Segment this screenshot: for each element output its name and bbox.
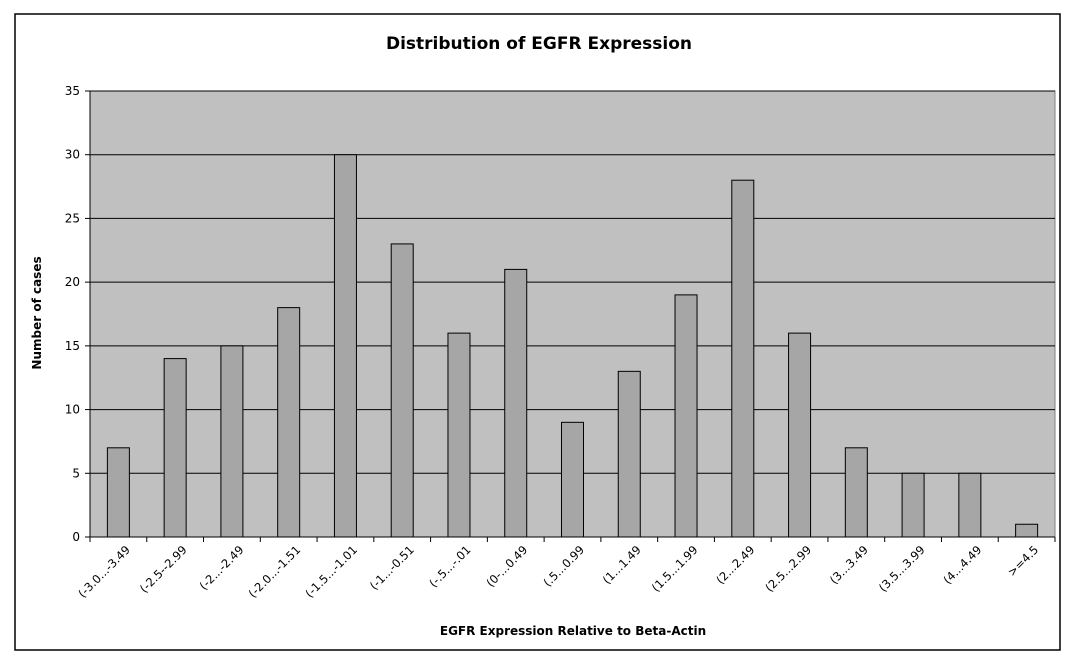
gridlines <box>90 90 1055 474</box>
bar <box>390 243 414 538</box>
y-tick-label: 15 <box>65 339 80 353</box>
bar <box>617 370 641 538</box>
bar <box>844 447 868 538</box>
bars <box>106 154 1039 538</box>
y-tick-label: 5 <box>72 466 80 480</box>
y-axis-title: Number of cases <box>30 256 44 369</box>
y-tick-label: 10 <box>65 403 80 417</box>
bar <box>220 345 244 538</box>
bar <box>788 332 812 538</box>
bar <box>958 472 982 538</box>
bar <box>561 421 584 538</box>
bar <box>447 332 471 538</box>
bar <box>163 358 187 538</box>
bar <box>901 472 925 538</box>
bar <box>106 447 130 538</box>
bar <box>731 179 755 538</box>
bar <box>504 268 528 538</box>
bar <box>674 294 698 538</box>
y-axis-ticks: 0 5 10 15 20 25 30 35 <box>65 84 90 544</box>
y-tick-label: 25 <box>65 211 80 225</box>
y-tick-label: 30 <box>65 148 80 162</box>
bar <box>277 307 301 538</box>
bar <box>1015 523 1039 538</box>
y-tick-label: 20 <box>65 275 80 289</box>
y-tick-label: 0 <box>72 530 80 544</box>
chart-title: Distribution of EGFR Expression <box>386 34 692 54</box>
bar <box>333 154 357 538</box>
y-tick-label: 35 <box>65 84 80 98</box>
x-axis-title: EGFR Expression Relative to Beta-Actin <box>440 624 706 638</box>
